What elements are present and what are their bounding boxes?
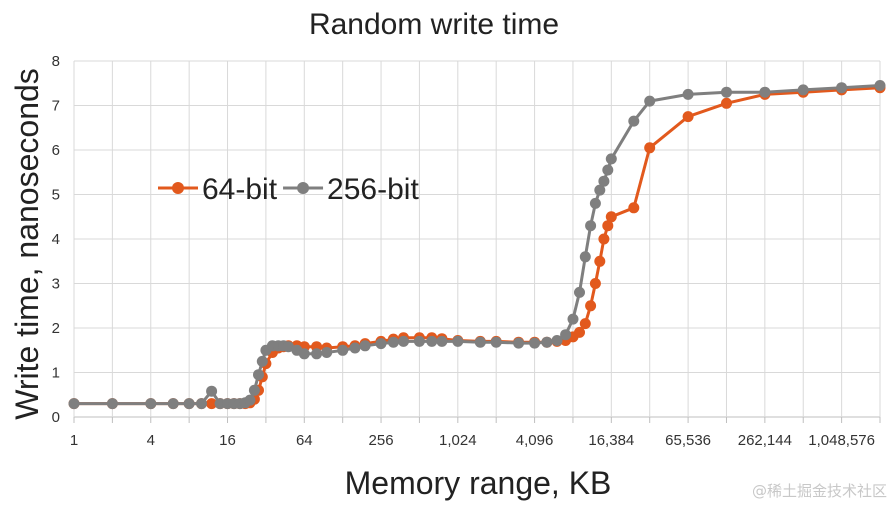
data-point: [387, 336, 399, 348]
data-point: [594, 184, 606, 196]
y-tick-label: 3: [52, 276, 60, 293]
data-point: [589, 197, 601, 209]
data-point: [474, 336, 486, 348]
grid: [73, 60, 881, 423]
data-point: [589, 278, 601, 289]
data-point: [349, 342, 361, 354]
data-point: [206, 398, 218, 410]
y-tick-label: 7: [52, 98, 60, 115]
data-point: [206, 385, 218, 397]
data-point: [579, 318, 591, 330]
data-point: [398, 335, 409, 347]
data-point: [682, 88, 694, 100]
series-line: [74, 86, 881, 406]
data-point: [567, 313, 579, 325]
y-tick-label: 4: [52, 231, 60, 248]
data-point: [337, 344, 349, 356]
x-tick-label: 262,144: [738, 432, 792, 449]
data-point: [721, 86, 732, 98]
data-point: [513, 337, 525, 349]
data-point: [253, 369, 264, 381]
x-axis-ticks: 1 4 16 64 256 1,024 4,096 16,384 65,536 262,144 1,…: [70, 432, 875, 449]
data-point: [585, 220, 597, 232]
legend-label: 64-bit: [202, 173, 278, 206]
data-point: [256, 355, 268, 367]
y-tick-label: 6: [52, 142, 60, 159]
data-point: [560, 329, 572, 341]
x-tick-label: 1: [70, 432, 78, 449]
y-axis-ticks: 0 1 2 3 4 5 6 7 8: [52, 53, 60, 426]
x-tick-label: 1,048,576: [808, 432, 875, 449]
data-point: [874, 80, 886, 91]
data-point: [598, 175, 610, 187]
data-point: [426, 335, 438, 347]
series-layer: [68, 80, 886, 410]
data-point: [602, 164, 614, 176]
x-tick-label: 64: [296, 432, 313, 449]
data-point: [644, 142, 656, 154]
data-point: [628, 202, 640, 214]
data-point: [311, 348, 323, 360]
data-point: [375, 338, 387, 350]
data-point: [359, 340, 371, 352]
y-tick-label: 8: [52, 53, 60, 70]
data-point: [321, 347, 333, 358]
x-tick-label: 4,096: [516, 432, 554, 449]
legend: 64-bit 256-bit: [158, 173, 419, 206]
series-line: [74, 84, 881, 406]
data-point: [605, 211, 617, 223]
data-point: [248, 384, 260, 396]
watermark: @稀土掘金技术社区: [751, 482, 887, 500]
data-point: [145, 398, 157, 410]
chart-title: Random write time: [309, 8, 559, 41]
legend-swatch-marker: [297, 182, 310, 194]
data-point: [721, 97, 732, 109]
data-point: [106, 398, 118, 410]
x-tick-label: 256: [369, 432, 394, 449]
data-point: [682, 111, 694, 123]
x-axis-label: Memory range, KB: [345, 465, 612, 501]
data-point: [298, 348, 310, 360]
data-point: [551, 335, 563, 346]
y-tick-label: 2: [52, 320, 60, 337]
data-point: [436, 335, 448, 347]
data-point: [490, 336, 502, 348]
data-point: [68, 398, 80, 410]
x-tick-label: 16: [219, 432, 236, 449]
data-point: [585, 300, 597, 312]
data-point: [759, 86, 771, 98]
data-point: [602, 220, 614, 232]
data-point: [598, 233, 610, 245]
data-point: [574, 326, 585, 338]
data-point: [183, 398, 195, 410]
data-point: [836, 82, 848, 94]
data-point: [574, 286, 585, 298]
data-point: [644, 95, 656, 107]
y-tick-label: 0: [52, 409, 60, 426]
y-axis-label: Write time, nanoseconds: [9, 68, 45, 420]
y-tick-label: 1: [52, 365, 60, 382]
x-tick-label: 16,384: [588, 432, 634, 449]
data-point: [196, 398, 207, 410]
data-point: [628, 115, 640, 127]
data-point: [244, 394, 256, 406]
data-point: [797, 84, 809, 96]
legend-swatch-marker: [172, 182, 184, 194]
data-point: [605, 153, 617, 165]
data-point: [282, 341, 294, 353]
data-point: [529, 337, 541, 349]
x-tick-label: 65,536: [665, 432, 711, 449]
data-point: [413, 335, 425, 347]
data-point: [452, 335, 464, 347]
data-point: [541, 336, 553, 348]
y-tick-label: 5: [52, 187, 60, 204]
x-tick-label: 4: [147, 432, 155, 449]
data-point: [167, 398, 179, 410]
x-tick-label: 1,024: [439, 432, 477, 449]
data-point: [579, 251, 591, 263]
data-point: [594, 255, 606, 267]
legend-label: 256-bit: [327, 173, 419, 206]
